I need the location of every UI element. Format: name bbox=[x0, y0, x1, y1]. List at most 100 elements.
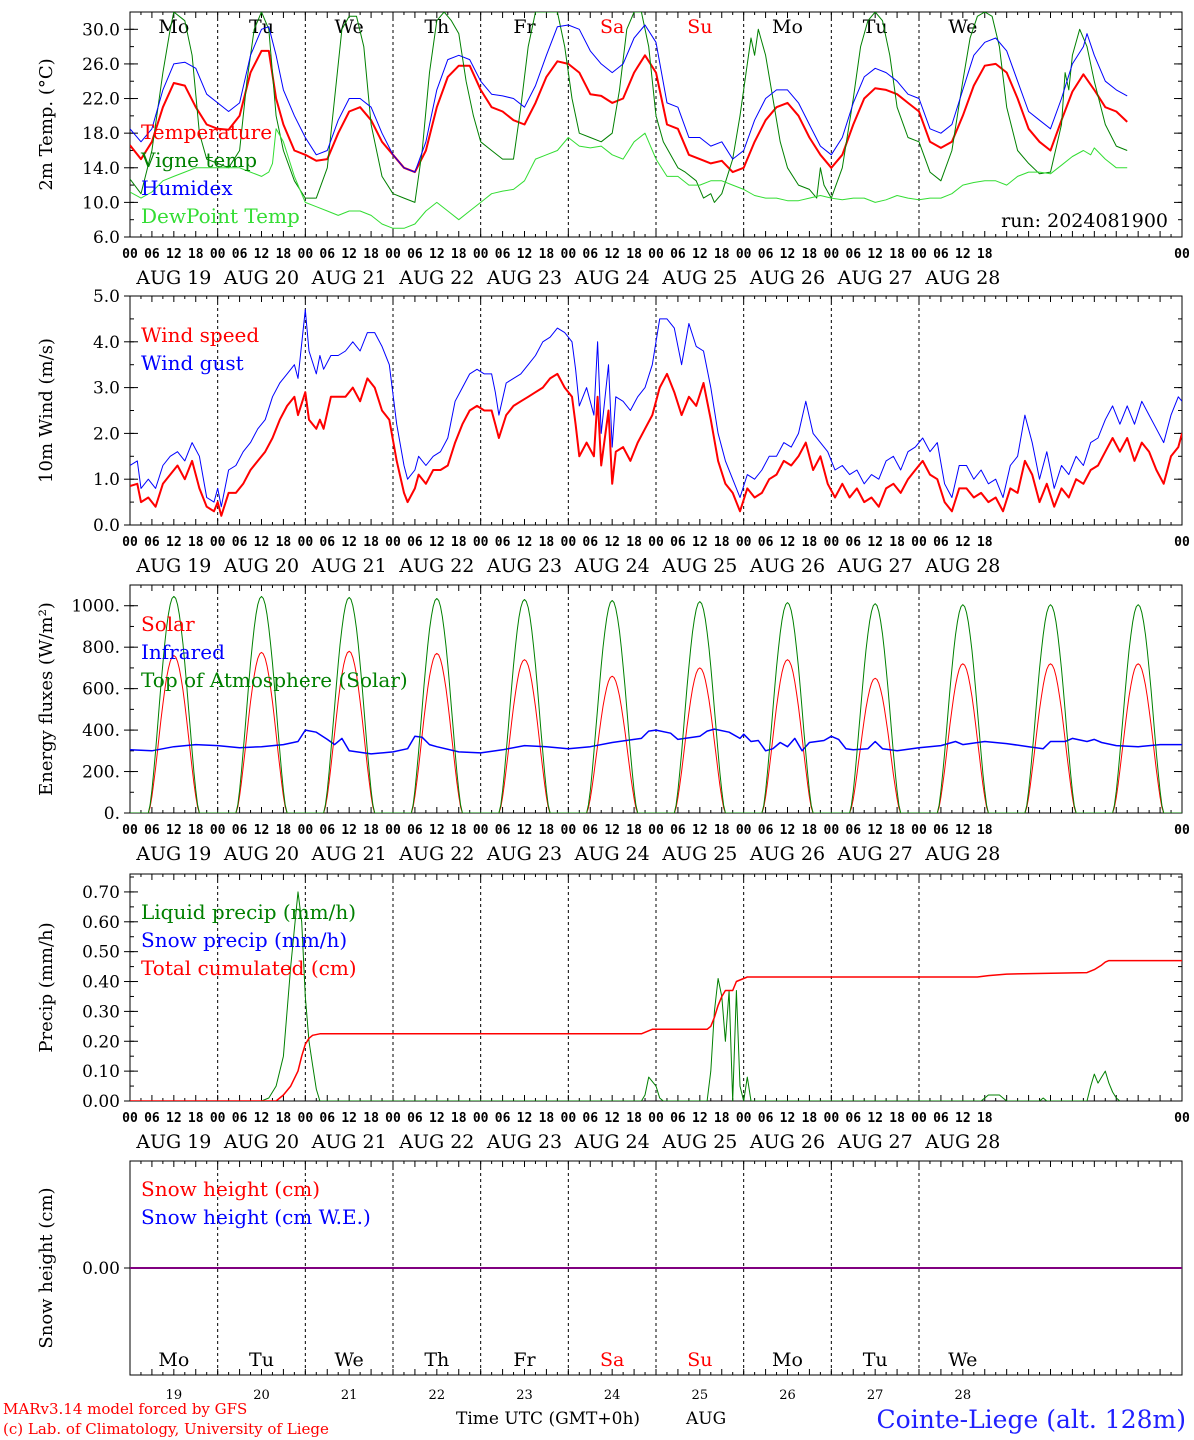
x-hour-label: 12 bbox=[341, 535, 357, 550]
x-day-label: AUG 28 bbox=[924, 1131, 1000, 1153]
y-axis-label: Precip (mm/h) bbox=[36, 922, 57, 1052]
weekday-label: Tu bbox=[863, 1349, 888, 1371]
x-hour-label: 18 bbox=[363, 535, 379, 550]
x-hour-label: 06 bbox=[845, 535, 861, 550]
plot-area bbox=[130, 12, 1128, 229]
x-day-label: AUG 20 bbox=[223, 843, 299, 865]
y-tick-label: 0.70 bbox=[82, 883, 120, 903]
x-hour-label: 12 bbox=[692, 823, 708, 838]
weekday-label: Tu bbox=[863, 16, 888, 38]
day-number-label: 26 bbox=[779, 1388, 796, 1403]
y-axis-label: 2m Temp. (°C) bbox=[36, 58, 57, 190]
day-number-label: 24 bbox=[604, 1388, 621, 1403]
x-axis-title: Time UTC (GMT+0h) bbox=[456, 1409, 640, 1429]
weekday-label: Th bbox=[424, 16, 449, 38]
x-day-label: AUG 23 bbox=[486, 267, 562, 289]
x-hour-label: 18 bbox=[977, 535, 993, 550]
x-hour-label: 06 bbox=[144, 1111, 160, 1126]
x-hour-label: 06 bbox=[933, 1111, 949, 1126]
x-hour-label: 18 bbox=[451, 535, 467, 550]
x-hour-label: 12 bbox=[780, 247, 796, 262]
x-hour-label: 12 bbox=[341, 823, 357, 838]
x-hour-label: 18 bbox=[539, 247, 555, 262]
y-tick-label: 200. bbox=[82, 763, 120, 783]
day-number-label: 20 bbox=[253, 1388, 270, 1403]
y-tick-label: 0.60 bbox=[82, 913, 120, 933]
y-tick-label: 600. bbox=[82, 680, 120, 700]
x-hour-label: 00 bbox=[824, 823, 840, 838]
y-tick-label: 2.0 bbox=[93, 424, 120, 444]
x-hour-label: 18 bbox=[451, 1111, 467, 1126]
x-day-label: AUG 26 bbox=[749, 555, 825, 577]
x-day-label: AUG 21 bbox=[311, 555, 387, 577]
y-tick-label: 14.0 bbox=[82, 159, 120, 179]
x-hour-label: 06 bbox=[407, 1111, 423, 1126]
x-day-label: AUG 23 bbox=[486, 1131, 562, 1153]
x-hour-label: 18 bbox=[188, 1111, 204, 1126]
series-line bbox=[130, 128, 1128, 229]
x-hour-label: 18 bbox=[977, 247, 993, 262]
x-hour-label: 00 bbox=[298, 823, 314, 838]
x-hour-label: 12 bbox=[429, 823, 445, 838]
x-hour-label: 00 bbox=[911, 535, 927, 550]
x-hour-label: 12 bbox=[867, 247, 883, 262]
y-tick-label: 30.0 bbox=[82, 20, 120, 40]
x-hour-label: 06 bbox=[758, 1111, 774, 1126]
weekday-label: Tu bbox=[249, 1349, 274, 1371]
x-hour-label: 06 bbox=[758, 535, 774, 550]
x-hour-label: 12 bbox=[604, 247, 620, 262]
x-hour-label: 00 bbox=[1174, 535, 1190, 550]
y-tick-label: 0.0 bbox=[93, 516, 120, 536]
y-axis-label: Snow height (cm) bbox=[36, 1187, 57, 1348]
x-hour-label: 06 bbox=[144, 535, 160, 550]
x-hour-label: 00 bbox=[298, 1111, 314, 1126]
x-hour-label: 06 bbox=[495, 823, 511, 838]
x-hour-label: 06 bbox=[670, 1111, 686, 1126]
x-hour-label: 00 bbox=[385, 823, 401, 838]
y-tick-label: 0.30 bbox=[82, 1002, 120, 1022]
x-hour-label: 06 bbox=[319, 535, 335, 550]
x-hour-label: 06 bbox=[232, 535, 248, 550]
x-hour-label: 12 bbox=[517, 535, 533, 550]
x-hour-label: 12 bbox=[955, 823, 971, 838]
x-day-label: AUG 26 bbox=[749, 843, 825, 865]
x-hour-label: 18 bbox=[802, 247, 818, 262]
x-hour-label: 18 bbox=[363, 823, 379, 838]
y-axis-label: 10m Wind (m/s) bbox=[36, 338, 57, 483]
x-hour-label: 00 bbox=[736, 247, 752, 262]
x-day-label: AUG 26 bbox=[749, 1131, 825, 1153]
x-hour-label: 00 bbox=[210, 247, 226, 262]
x-day-label: AUG 19 bbox=[135, 1131, 211, 1153]
x-day-label: AUG 24 bbox=[574, 1131, 650, 1153]
x-hour-label: 12 bbox=[955, 535, 971, 550]
x-hour-label: 00 bbox=[561, 1111, 577, 1126]
x-hour-label: 06 bbox=[933, 823, 949, 838]
x-hour-label: 18 bbox=[276, 247, 292, 262]
legend-entry: Solar bbox=[141, 612, 195, 636]
x-hour-label: 06 bbox=[407, 823, 423, 838]
x-hour-label: 12 bbox=[166, 247, 182, 262]
weekday-label: Tu bbox=[249, 16, 274, 38]
x-hour-label: 00 bbox=[210, 1111, 226, 1126]
weekday-label: We bbox=[335, 1349, 364, 1371]
x-hour-label: 00 bbox=[911, 1111, 927, 1126]
x-hour-label: 18 bbox=[977, 1111, 993, 1126]
x-hour-label: 06 bbox=[144, 823, 160, 838]
y-tick-label: 22.0 bbox=[82, 90, 120, 110]
x-day-label: AUG 25 bbox=[661, 267, 737, 289]
x-axis-month: AUG bbox=[685, 1409, 726, 1429]
credit-line-2: (c) Lab. of Climatology, University of L… bbox=[3, 1420, 329, 1438]
x-hour-label: 18 bbox=[451, 823, 467, 838]
x-day-label: AUG 28 bbox=[924, 555, 1000, 577]
legend-entry: DewPoint Temp bbox=[141, 204, 300, 228]
x-hour-label: 06 bbox=[232, 247, 248, 262]
x-hour-label: 06 bbox=[845, 823, 861, 838]
x-day-label: AUG 27 bbox=[837, 555, 913, 577]
x-hour-label: 06 bbox=[495, 1111, 511, 1126]
run-label: run: 2024081900 bbox=[1001, 210, 1168, 232]
x-day-label: AUG 27 bbox=[837, 1131, 913, 1153]
x-hour-label: 06 bbox=[582, 1111, 598, 1126]
weekday-label: Mo bbox=[158, 1349, 189, 1371]
x-hour-label: 00 bbox=[648, 1111, 664, 1126]
x-hour-label: 00 bbox=[824, 1111, 840, 1126]
